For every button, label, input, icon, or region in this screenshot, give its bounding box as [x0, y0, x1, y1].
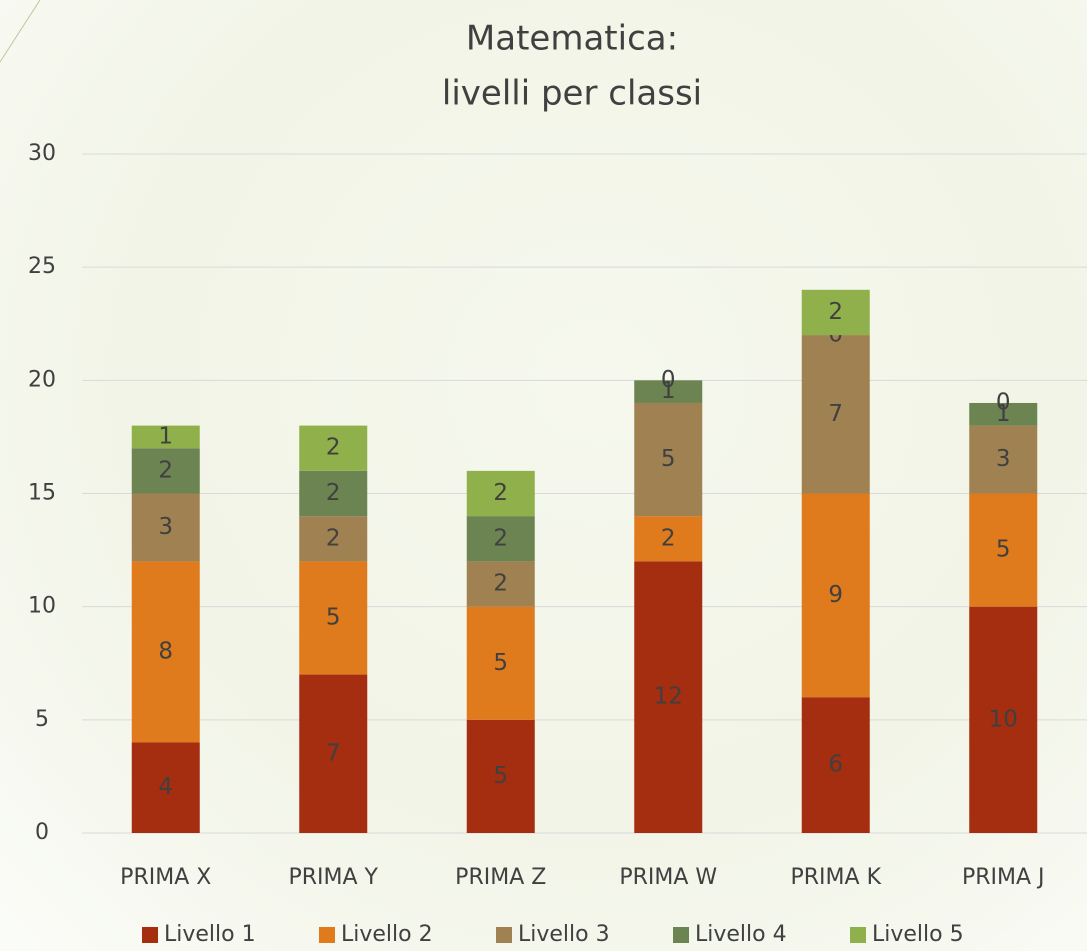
legend-label: Livello 2: [341, 922, 433, 947]
bar-segment: [466, 470, 535, 517]
data-label: 2: [158, 457, 173, 483]
bar-segment: [634, 402, 703, 517]
data-label: 5: [493, 650, 508, 676]
legend-label: Livello 1: [164, 922, 256, 947]
legend-swatch: [850, 927, 866, 943]
bar-segment: [801, 697, 870, 833]
legend-label: Livello 5: [872, 922, 964, 947]
data-label: 5: [661, 446, 676, 472]
data-label: 1: [661, 378, 676, 404]
y-tick-label: 20: [28, 367, 56, 392]
legend-label: Livello 3: [518, 922, 610, 947]
legend-swatch: [319, 927, 335, 943]
data-label: 3: [158, 514, 173, 540]
legend-swatch: [142, 927, 158, 943]
bar-segment: [131, 742, 200, 833]
data-label: 6: [828, 752, 843, 778]
data-label: 10: [989, 706, 1018, 732]
bar-segment: [634, 516, 703, 562]
bar-segment: [299, 470, 368, 517]
data-label: 2: [828, 299, 843, 325]
y-tick-label: 10: [28, 594, 56, 619]
bar-segment: [801, 493, 870, 698]
y-tick-label: 5: [35, 707, 49, 732]
data-label: 5: [493, 763, 508, 789]
bar-segment: [299, 425, 368, 471]
legend-label: Livello 4: [695, 922, 787, 947]
bar-segment: [466, 719, 535, 833]
data-label: 5: [996, 537, 1011, 563]
bar-segment: [969, 606, 1038, 833]
bar-segment: [969, 493, 1038, 607]
bar-segment: [969, 425, 1038, 494]
data-label: 1: [996, 401, 1011, 427]
x-tick-label: PRIMA X: [120, 865, 211, 890]
bar-segment: [131, 448, 200, 494]
bar-segment: [634, 561, 703, 833]
data-label: 7: [828, 401, 843, 427]
bar-segment: [299, 561, 368, 675]
data-label: 2: [326, 525, 341, 551]
data-label: 0: [996, 389, 1011, 415]
x-tick-label: PRIMA W: [619, 865, 717, 890]
bar-segment: [299, 674, 368, 833]
y-tick-label: 30: [28, 141, 56, 166]
data-label: 2: [493, 571, 508, 597]
data-label: 2: [661, 525, 676, 551]
data-label: 2: [493, 525, 508, 551]
bar-segment: [466, 516, 535, 562]
data-label: 2: [493, 480, 508, 506]
x-tick-label: PRIMA Z: [455, 865, 546, 890]
bar-segment: [969, 402, 1038, 426]
data-label: 0: [661, 367, 676, 393]
bar-segment: [466, 606, 535, 720]
y-tick-label: 0: [35, 820, 49, 845]
data-label: 2: [326, 480, 341, 506]
data-label: 5: [326, 604, 341, 630]
data-label: 4: [158, 774, 173, 800]
x-tick-label: PRIMA J: [962, 865, 1045, 890]
bar-segment: [131, 561, 200, 743]
data-label: 7: [326, 740, 341, 766]
decoration: [0, 0, 41, 63]
bar-segment: [299, 516, 368, 562]
data-label: 3: [996, 446, 1011, 472]
x-tick-label: PRIMA K: [791, 865, 882, 890]
y-tick-label: 15: [28, 481, 56, 506]
bar-segment: [634, 380, 703, 403]
bar-segment: [801, 335, 870, 494]
data-label: 9: [828, 582, 843, 608]
chart-title: livelli per classi: [442, 74, 702, 114]
bar-segment: [801, 289, 870, 336]
data-label: 2: [326, 435, 341, 461]
legend-swatch: [496, 927, 512, 943]
data-label: 1: [158, 423, 173, 449]
bar-segment: [131, 493, 200, 562]
legend-swatch: [673, 927, 689, 943]
data-label: 8: [158, 638, 173, 664]
y-tick-label: 25: [28, 254, 56, 279]
bar-segment: [131, 425, 200, 449]
chart-title: Matematica:: [466, 19, 678, 59]
bar-segment: [466, 561, 535, 607]
x-tick-label: PRIMA Y: [288, 865, 378, 890]
data-label: 12: [654, 684, 683, 710]
